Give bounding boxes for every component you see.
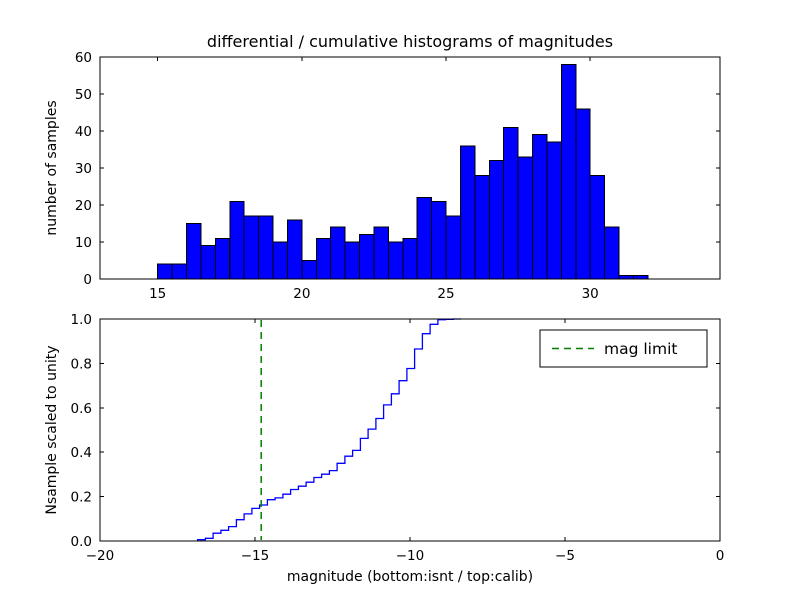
- x-tick-label: 20: [293, 286, 310, 302]
- legend-label: mag limit: [604, 340, 677, 358]
- histogram-bar: [388, 242, 402, 279]
- histogram-bar: [475, 175, 489, 279]
- x-tick-label: −5: [555, 548, 575, 564]
- bottom-y-axis-label: Nsample scaled to unity: [44, 345, 60, 514]
- histogram-bar: [605, 227, 619, 279]
- histogram-bar: [273, 242, 287, 279]
- histogram-bar: [619, 275, 633, 279]
- histogram-bar: [345, 242, 359, 279]
- bottom-x-axis-label: magnitude (bottom:isnt / top:calib): [287, 569, 533, 585]
- legend: mag limit: [540, 330, 707, 367]
- histogram-bar: [446, 216, 460, 279]
- y-tick-label: 1.0: [71, 312, 92, 328]
- x-tick-label: 25: [437, 286, 454, 302]
- y-tick-label: 30: [75, 161, 92, 177]
- histogram-bar: [533, 135, 547, 279]
- histogram-bar: [316, 238, 330, 279]
- histogram-bar: [215, 238, 229, 279]
- histogram-bar: [590, 175, 604, 279]
- y-tick-label: 0.0: [71, 534, 92, 550]
- histogram-bar: [547, 142, 561, 279]
- histogram-bar: [504, 127, 518, 279]
- histogram-bar: [230, 201, 244, 279]
- histogram-bar: [634, 275, 648, 279]
- histogram-bar: [259, 216, 273, 279]
- y-tick-label: 20: [75, 198, 92, 214]
- x-tick-label: 15: [149, 286, 166, 302]
- histogram-bar: [561, 64, 575, 279]
- y-tick-label: 0: [83, 272, 92, 288]
- figure: differential / cumulative histograms of …: [0, 0, 800, 600]
- histogram-bar: [201, 246, 215, 279]
- histogram-bar: [187, 224, 201, 280]
- y-tick-label: 10: [75, 235, 92, 251]
- y-tick-label: 50: [75, 87, 92, 103]
- histogram-bar: [518, 157, 532, 279]
- y-tick-label: 0.6: [71, 401, 92, 417]
- x-tick-label: −15: [241, 548, 270, 564]
- histogram-bar: [158, 264, 172, 279]
- histogram-bar: [331, 227, 345, 279]
- histogram-bar: [172, 264, 186, 279]
- y-tick-label: 60: [75, 50, 92, 66]
- figure-canvas: differential / cumulative histograms of …: [0, 0, 800, 600]
- histogram-bar: [417, 198, 431, 279]
- x-tick-label: 30: [582, 286, 599, 302]
- chart-title: differential / cumulative histograms of …: [207, 32, 613, 51]
- x-tick-label: −10: [396, 548, 425, 564]
- x-tick-label: 0: [716, 548, 725, 564]
- y-tick-label: 40: [75, 124, 92, 140]
- y-tick-label: 0.8: [71, 356, 92, 372]
- histogram-bar: [461, 146, 475, 279]
- histogram-bar: [287, 220, 301, 279]
- x-tick-label: −20: [86, 548, 115, 564]
- histogram-bar: [374, 227, 388, 279]
- figure-background: [0, 0, 800, 600]
- histogram-bar: [302, 261, 316, 280]
- histogram-bar: [432, 201, 446, 279]
- histogram-bar: [489, 161, 503, 279]
- histogram-bar: [360, 235, 374, 279]
- top-y-axis-label: number of samples: [44, 100, 60, 235]
- histogram-bar: [403, 238, 417, 279]
- y-tick-label: 0.4: [71, 445, 92, 461]
- histogram-bar: [244, 216, 258, 279]
- y-tick-label: 0.2: [71, 490, 92, 506]
- histogram-bar: [576, 109, 590, 279]
